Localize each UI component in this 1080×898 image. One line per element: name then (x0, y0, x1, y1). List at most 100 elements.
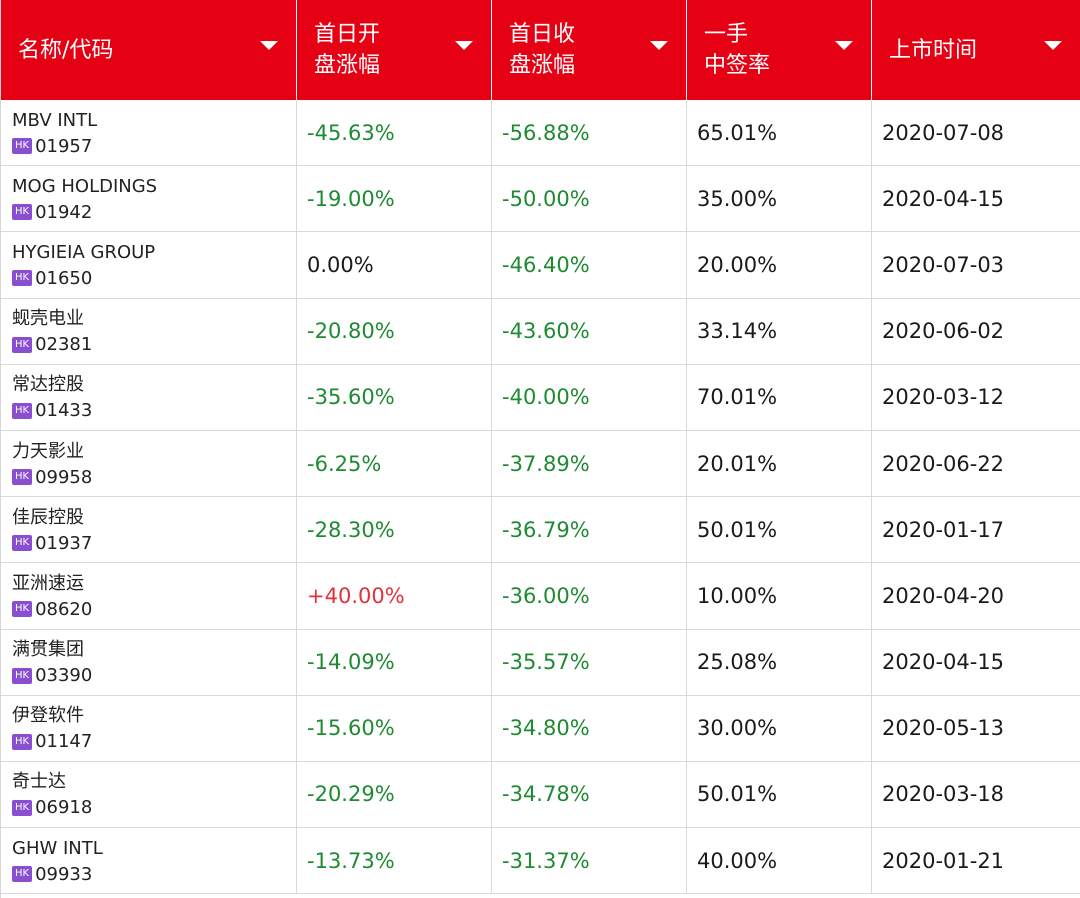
column-header-lot-rate[interactable]: 一手 中签率 (687, 0, 872, 100)
stock-name-cell[interactable]: GHW INTL HK 09933 (1, 828, 297, 895)
stock-name: 常达控股 (12, 374, 84, 396)
market-badge: HK (12, 138, 33, 155)
list-date-cell: 2020-04-15 (872, 630, 1080, 696)
stock-name: 蚬壳电业 (12, 308, 84, 330)
market-badge: HK (12, 667, 33, 684)
market-badge: HK (12, 733, 33, 750)
open-change-cell: -6.25% (297, 430, 492, 498)
stock-name-cell[interactable]: MOG HOLDINGS HK 01942 (1, 166, 297, 233)
list-date-cell: 2020-03-12 (872, 365, 1080, 431)
lot-rate-cell: 50.01% (687, 497, 872, 564)
stock-name: 伊登软件 (12, 705, 84, 727)
stock-code: 06918 (35, 797, 93, 819)
close-change-cell: -35.57% (492, 629, 687, 696)
stock-code: 01937 (35, 532, 93, 554)
lot-rate-cell: 25.08% (687, 629, 872, 696)
stock-code: 03390 (35, 665, 93, 687)
stock-code: 09958 (35, 466, 93, 488)
open-change-cell: 0.00% (297, 232, 492, 299)
stock-name: MOG HOLDINGS (12, 175, 158, 197)
stock-name-cell[interactable]: 伊登软件 HK 01147 (1, 695, 297, 762)
column-header-label: 首日开 盘涨幅 (314, 22, 381, 78)
close-change-cell: -31.37% (492, 828, 687, 895)
stock-code: 01147 (35, 731, 93, 753)
market-badge: HK (12, 535, 33, 552)
list-date-cell: 2020-01-21 (872, 828, 1080, 895)
market-badge: HK (12, 402, 33, 419)
column-header-close-change[interactable]: 首日收 盘涨幅 (492, 0, 687, 100)
list-date-cell: 2020-01-17 (872, 497, 1080, 564)
lot-rate-cell: 70.01% (687, 364, 872, 431)
list-date-cell: 2020-03-18 (872, 762, 1080, 829)
open-change-cell: -14.09% (297, 629, 492, 696)
close-change-cell: -34.78% (492, 761, 687, 829)
open-change-cell: -15.60% (297, 695, 492, 762)
list-date-cell: 2020-05-13 (872, 696, 1080, 762)
list-date-cell: 2020-06-02 (872, 299, 1080, 365)
market-badge: HK (12, 204, 33, 221)
open-change-cell: +40.00% (297, 563, 492, 630)
column-header-label: 名称/代码 (18, 37, 114, 63)
sort-caret-icon[interactable] (260, 41, 278, 50)
column-header-label: 一手 中签率 (704, 22, 771, 78)
sort-caret-icon[interactable] (650, 41, 668, 50)
sort-caret-icon[interactable] (1044, 41, 1062, 50)
market-badge: HK (12, 799, 33, 816)
open-change-cell: -20.80% (297, 298, 492, 365)
stock-name-cell[interactable]: 蚬壳电业 HK 02381 (1, 298, 297, 365)
stock-name: 亚洲速运 (12, 572, 84, 594)
close-change-cell: -50.00% (492, 166, 687, 233)
lot-rate-cell: 10.00% (687, 563, 872, 630)
stock-code: 01433 (35, 400, 93, 422)
column-header-list-date[interactable]: 上市时间 (872, 0, 1080, 100)
stock-code: 01957 (35, 135, 93, 157)
lot-rate-cell: 35.00% (687, 166, 872, 233)
market-badge: HK (12, 270, 33, 287)
open-change-cell: -19.00% (297, 166, 492, 233)
lot-rate-cell: 20.00% (687, 232, 872, 299)
open-change-cell: -45.63% (297, 100, 492, 167)
stock-name: GHW INTL (12, 837, 103, 859)
stock-name-cell[interactable]: MBV INTL HK 01957 (1, 100, 297, 167)
open-change-cell: -13.73% (297, 828, 492, 895)
stock-name-cell[interactable]: HYGIEIA GROUP HK 01650 (1, 232, 297, 299)
column-header-name-code[interactable]: 名称/代码 (1, 0, 297, 100)
close-change-cell: -36.00% (492, 563, 687, 630)
stock-name-cell[interactable]: 常达控股 HK 01433 (1, 364, 297, 431)
list-date-cell: 2020-04-20 (872, 563, 1080, 630)
stock-code: 01942 (35, 201, 93, 223)
column-header-label: 首日收 盘涨幅 (509, 22, 576, 78)
stock-name-cell[interactable]: 佳辰控股 HK 01937 (1, 497, 297, 564)
stock-name: HYGIEIA GROUP (12, 241, 156, 263)
list-date-cell: 2020-06-22 (872, 431, 1080, 498)
close-change-cell: -37.89% (492, 430, 687, 498)
stock-name-cell[interactable]: 满贯集团 HK 03390 (1, 629, 297, 696)
open-change-cell: -28.30% (297, 497, 492, 564)
close-change-cell: -34.80% (492, 695, 687, 762)
lot-rate-cell: 40.00% (687, 828, 872, 895)
stock-name-cell[interactable]: 亚洲速运 HK 08620 (1, 563, 297, 630)
market-badge: HK (12, 469, 33, 486)
open-change-cell: -20.29% (297, 761, 492, 829)
lot-rate-cell: 33.14% (687, 298, 872, 365)
stock-name-cell[interactable]: 力天影业 HK 09958 (1, 430, 297, 498)
stock-name: 奇士达 (12, 771, 66, 793)
market-badge: HK (12, 336, 33, 353)
stock-name: 满贯集团 (12, 639, 84, 661)
column-header-open-change[interactable]: 首日开 盘涨幅 (297, 0, 492, 100)
market-badge: HK (12, 601, 33, 618)
stock-name-cell[interactable]: 奇士达 HK 06918 (1, 761, 297, 829)
list-date-cell: 2020-07-03 (872, 232, 1080, 299)
close-change-cell: -43.60% (492, 298, 687, 365)
sort-caret-icon[interactable] (835, 41, 853, 50)
column-header-label: 上市时间 (889, 37, 978, 63)
sort-caret-icon[interactable] (455, 41, 473, 50)
list-date-cell: 2020-04-15 (872, 166, 1080, 233)
close-change-cell: -36.79% (492, 497, 687, 564)
stock-code: 01650 (35, 267, 93, 289)
close-change-cell: -56.88% (492, 100, 687, 167)
stock-code: 02381 (35, 334, 93, 356)
lot-rate-cell: 30.00% (687, 695, 872, 762)
open-change-cell: -35.60% (297, 364, 492, 431)
stock-name: 佳辰控股 (12, 506, 84, 528)
